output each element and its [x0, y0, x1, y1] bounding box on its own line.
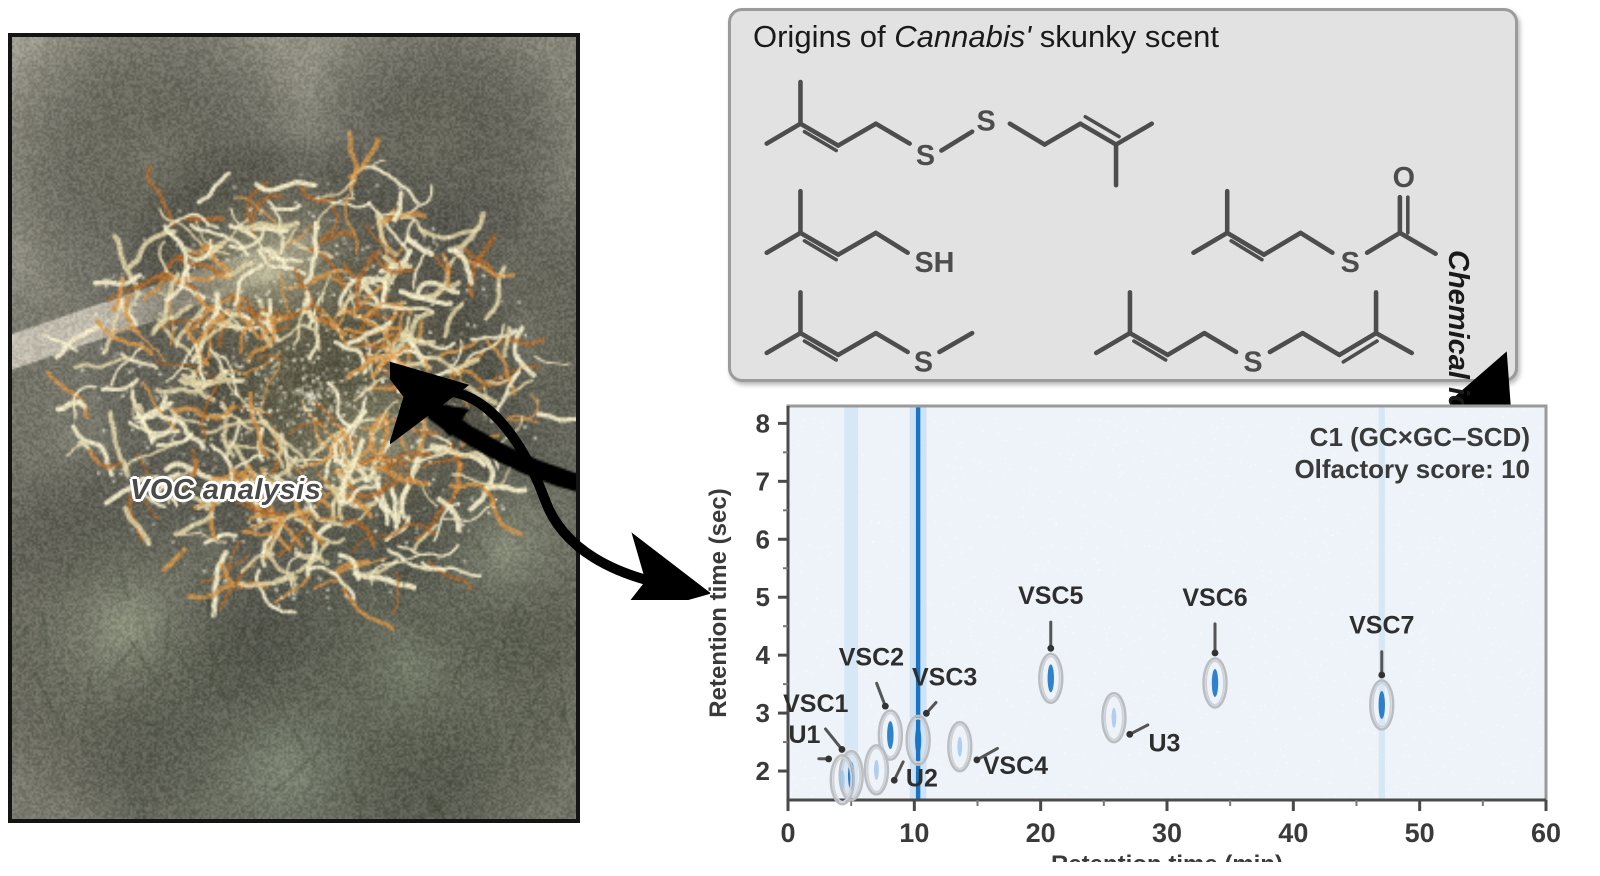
molecule-prenyl-thiol — [767, 191, 908, 259]
molecule-s-prenyl-thioacetate — [1193, 191, 1435, 259]
structures-panel: Origins of Cannabis' skunky scent — [728, 8, 1518, 382]
peak-leader-dot — [1378, 672, 1385, 679]
peak-label-vsc3: VSC3 — [912, 663, 977, 691]
y-tick-label: 2 — [756, 756, 770, 786]
chromatogram-annotation-method: C1 (GC×GC–SCD) — [1310, 422, 1530, 452]
molecule-prenyl-disulfide — [767, 82, 1152, 185]
peak-label-vsc7: VSC7 — [1349, 612, 1414, 640]
x-axis-title: Retention time (min) — [1051, 851, 1283, 862]
peak-leader-dot — [1047, 645, 1054, 652]
x-tick-label: 50 — [1405, 818, 1435, 848]
peak-leader-dot — [973, 756, 980, 763]
y-axis: 2 3 4 5 6 7 8 — [756, 406, 788, 800]
peak-leader-dot — [891, 777, 898, 784]
atom-label-s: S — [914, 346, 933, 377]
structures-panel-title: Origins of Cannabis' skunky scent — [753, 19, 1219, 55]
y-tick-label: 6 — [756, 524, 770, 554]
peak-label-u1: U1 — [788, 721, 820, 749]
peak-leader-dot — [923, 710, 930, 717]
chromatogram-panel: 2 3 4 5 6 7 8 0 10 20 30 40 50 60 Retention time (min)… — [700, 392, 1560, 862]
atom-label-o: O — [1393, 162, 1415, 194]
peak-leader-dot — [882, 703, 889, 710]
y-tick-label: 7 — [756, 466, 770, 496]
x-tick-label: 20 — [1026, 818, 1056, 848]
y-tick-label: 3 — [756, 698, 770, 728]
peak-leader-dot — [1212, 650, 1219, 657]
chromatogram-band — [844, 406, 858, 800]
y-tick-label: 5 — [756, 582, 770, 612]
chromatogram-plot: 2 3 4 5 6 7 8 0 10 20 30 40 50 60 Retention time (min)… — [700, 392, 1560, 862]
peak-label-vsc6: VSC6 — [1182, 584, 1247, 612]
voc-analysis-arrow — [390, 350, 710, 600]
peak-leader-dot — [839, 746, 846, 753]
y-tick-label: 4 — [756, 640, 771, 670]
peak-label-vsc1: VSC1 — [783, 690, 848, 718]
peak-label-vsc5: VSC5 — [1018, 582, 1083, 610]
x-axis: 0 10 20 30 40 50 60 — [780, 800, 1560, 848]
chemical-structures-drawing: S S SH S S O S — [731, 57, 1515, 377]
peak-leader-dot — [1126, 731, 1133, 738]
atom-label-s: S — [976, 105, 995, 137]
molecule-prenyl-methyl-sulfide — [767, 292, 972, 359]
peak-label-u2: U2 — [906, 765, 938, 793]
title-prefix: Origins of — [753, 19, 894, 54]
title-suffix: skunky scent — [1031, 19, 1219, 54]
x-tick-label: 60 — [1531, 818, 1560, 848]
y-tick-label: 8 — [756, 408, 770, 438]
atom-label-s: S — [1243, 346, 1262, 377]
peak-leader-dot — [825, 756, 832, 763]
chromatogram-annotation-score: Olfactory score: 10 — [1294, 454, 1530, 484]
atom-label-s: S — [916, 140, 935, 172]
atom-label-s: S — [1341, 247, 1360, 279]
voc-analysis-label: VOC analysis — [130, 474, 321, 507]
atom-label-sh: SH — [914, 247, 954, 279]
y-axis-title: Retention time (sec) — [705, 488, 732, 717]
x-tick-label: 30 — [1152, 818, 1182, 848]
peak-label-u3: U3 — [1148, 729, 1180, 757]
x-tick-label: 40 — [1278, 818, 1308, 848]
peak-label-vsc4: VSC4 — [983, 752, 1048, 780]
x-tick-label: 10 — [899, 818, 929, 848]
x-tick-label: 0 — [780, 818, 795, 848]
peak-label-vsc2: VSC2 — [839, 644, 904, 672]
title-species: Cannabis' — [894, 19, 1031, 54]
